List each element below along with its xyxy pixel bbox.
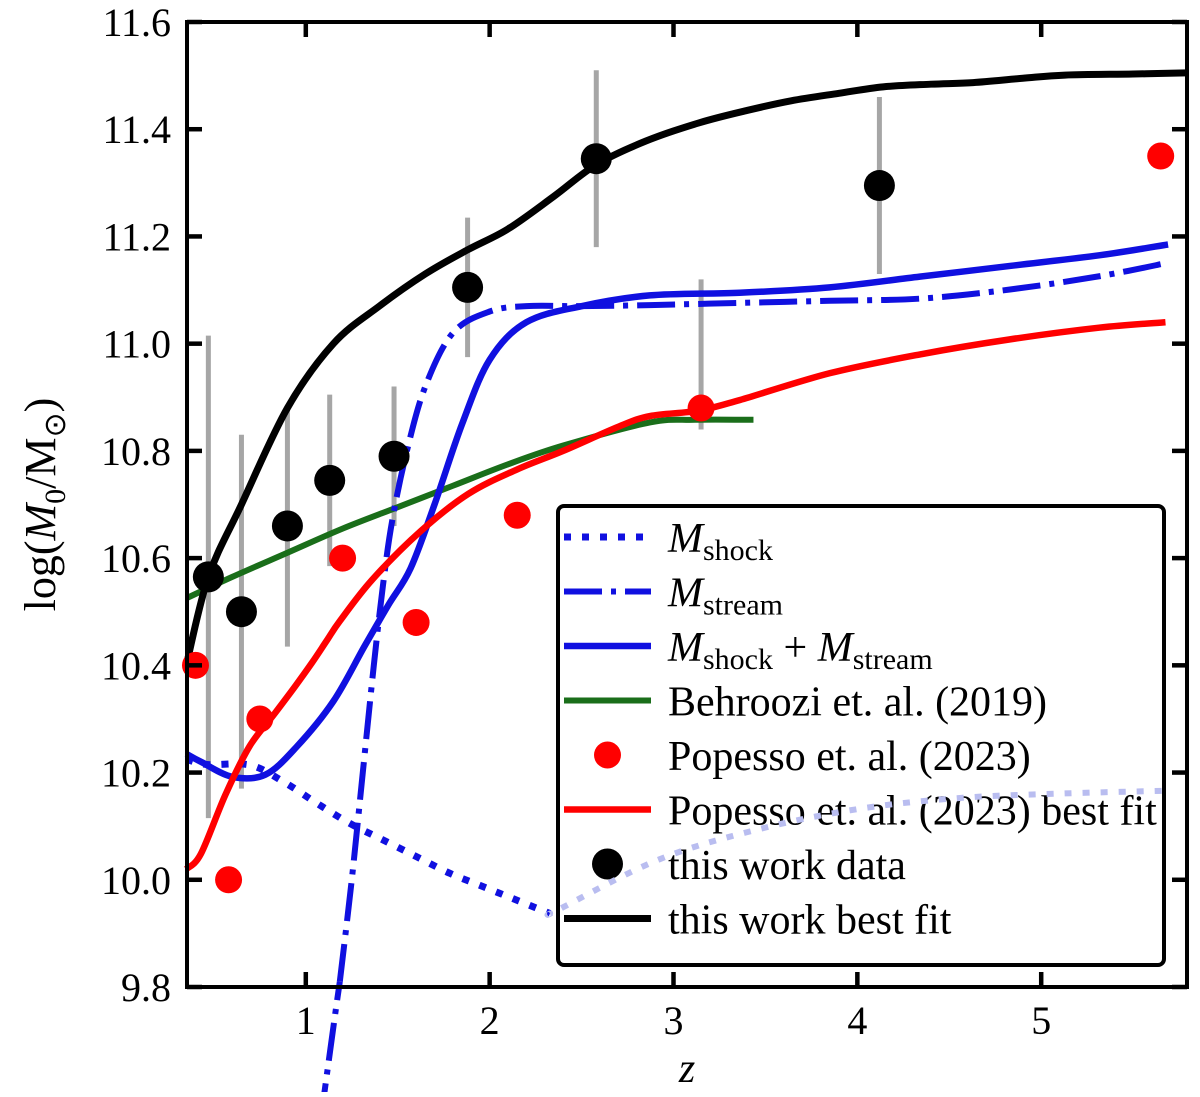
svg-text:z: z: [678, 1046, 695, 1092]
svg-text:3: 3: [664, 998, 684, 1043]
svg-text:this work data: this work data: [668, 843, 906, 889]
svg-text:5: 5: [1031, 998, 1051, 1043]
svg-text:2: 2: [480, 998, 500, 1043]
svg-text:10.6: 10.6: [101, 536, 171, 581]
svg-text:11.6: 11.6: [102, 0, 171, 45]
svg-text:10.8: 10.8: [101, 429, 171, 474]
svg-text:this work best fit: this work best fit: [668, 898, 952, 944]
svg-text:9.8: 9.8: [121, 965, 171, 1010]
svg-text:Behroozi et. al. (2019): Behroozi et. al. (2019): [668, 680, 1047, 726]
svg-text:11.0: 11.0: [102, 322, 171, 367]
svg-text:4: 4: [847, 998, 867, 1043]
svg-text:11.4: 11.4: [102, 107, 171, 152]
svg-text:11.2: 11.2: [102, 214, 171, 259]
svg-text:10.2: 10.2: [101, 751, 171, 796]
svg-text:10.4: 10.4: [101, 643, 171, 688]
svg-text:1: 1: [296, 998, 316, 1043]
svg-text:Popesso et. al. (2023): Popesso et. al. (2023): [668, 734, 1031, 780]
svg-text:10.0: 10.0: [101, 858, 171, 903]
